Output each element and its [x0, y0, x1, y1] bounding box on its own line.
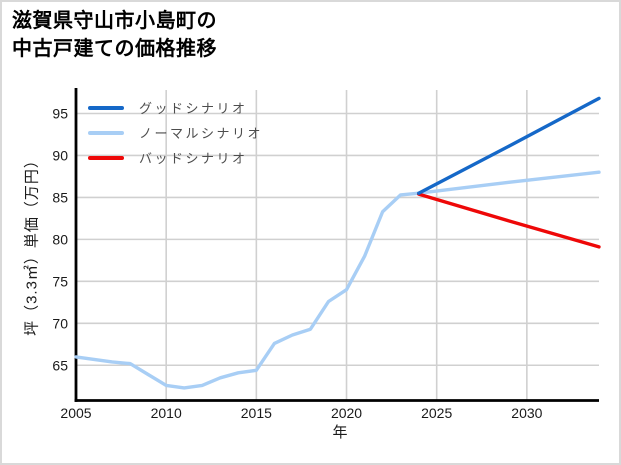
- y-axis-label: 坪（3.3㎡）単価（万円）: [23, 152, 41, 336]
- chart-title-line2: 中古戸建ての価格推移: [12, 38, 217, 60]
- y-tick-label: 95: [52, 105, 68, 121]
- chart-title: 滋賀県守山市小島町の 中古戸建ての価格推移: [12, 7, 217, 63]
- series-line-normal: [417, 170, 601, 195]
- series-line-history: [74, 191, 421, 390]
- x-tick-label: 2025: [421, 405, 452, 421]
- legend-label-bad: バッドシナリオ: [139, 151, 248, 166]
- series-line-bad: [417, 192, 601, 249]
- chart-title-line1: 滋賀県守山市小島町の: [12, 10, 217, 32]
- x-tick-label: 2010: [151, 405, 182, 421]
- series-line-good: [417, 96, 601, 195]
- legend-label-good: グッドシナリオ: [139, 101, 248, 116]
- legend-item-normal: ノーマルシナリオ: [88, 120, 263, 145]
- chart-legend: グッドシナリオノーマルシナリオ バッドシナリオ: [88, 95, 263, 170]
- y-tick-label: 85: [52, 189, 68, 205]
- legend-label-normal: ノーマルシナリオ: [139, 126, 264, 141]
- x-tick-label: 2005: [60, 405, 91, 421]
- legend-line-sample-bad: [88, 155, 124, 160]
- y-tick-label: 65: [52, 357, 68, 373]
- y-tick-label: 90: [52, 147, 68, 163]
- legend-line-sample-good: [88, 105, 124, 110]
- x-axis-label: 年: [332, 424, 348, 441]
- x-tick-label: 2015: [241, 405, 272, 421]
- legend-item-bad: バッドシナリオ: [88, 145, 263, 170]
- x-tick-label: 2020: [331, 405, 362, 421]
- legend-item-good: グッドシナリオ: [88, 95, 263, 120]
- y-tick-label: 80: [52, 231, 68, 247]
- y-tick-label: 70: [52, 315, 68, 331]
- y-tick-label: 75: [52, 273, 68, 289]
- x-tick-label: 2030: [511, 405, 542, 421]
- legend-line-sample-normal: [88, 130, 124, 135]
